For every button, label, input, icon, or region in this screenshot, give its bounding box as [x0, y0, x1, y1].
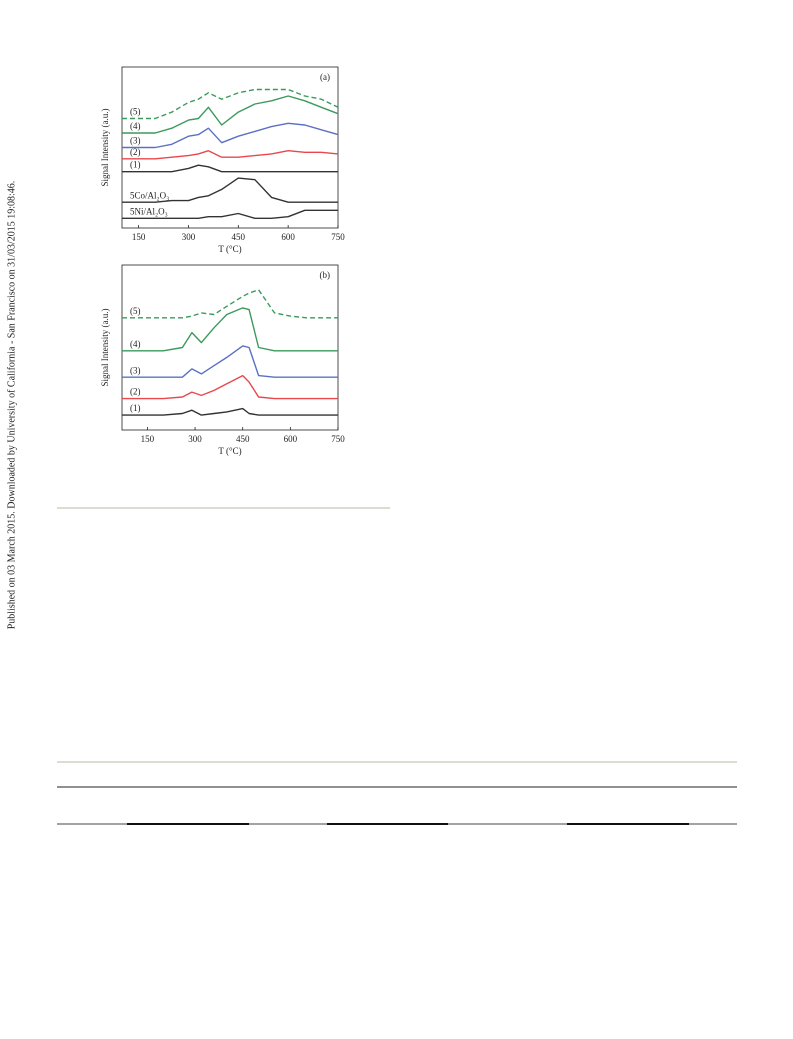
- series-label: (4): [130, 339, 141, 349]
- x-tick-label: 150: [132, 232, 146, 242]
- series-label: 5Co/Al₂O₃: [130, 190, 169, 200]
- x-axis-title: T (°C): [218, 244, 241, 254]
- x-tick-label: 300: [188, 434, 202, 444]
- series-label: (4): [130, 121, 141, 131]
- series-label: (5): [130, 306, 141, 316]
- series-line: [122, 177, 338, 203]
- x-tick-label: 450: [236, 434, 250, 444]
- plot-frame: [121, 264, 339, 431]
- series-label: (3): [130, 365, 141, 375]
- series-label: (2): [130, 387, 141, 397]
- series-label: (1): [130, 403, 141, 413]
- series-label: 5Ni/Al₂O₃: [130, 206, 168, 216]
- series-line: [122, 122, 339, 149]
- series-line: [122, 345, 338, 378]
- x-tick-label: 150: [141, 434, 155, 444]
- series-line: [122, 289, 338, 319]
- series-line: [122, 95, 339, 134]
- x-axis-title: T (°C): [218, 446, 241, 456]
- panel-label: (a): [320, 72, 330, 82]
- x-tick-label: 600: [281, 232, 295, 242]
- series-line: [122, 407, 338, 416]
- x-tick-label: 600: [284, 434, 298, 444]
- x-tick-label: 750: [331, 232, 345, 242]
- series-line: [122, 209, 338, 219]
- panel-label: (b): [320, 270, 331, 280]
- side-note: Published on 03 March 2015. Downloaded b…: [6, 181, 17, 630]
- series-line: [122, 374, 338, 400]
- series-line: [122, 164, 338, 173]
- series-label: (1): [130, 160, 141, 170]
- x-tick-label: 300: [182, 232, 196, 242]
- series-line: [122, 88, 339, 120]
- series-label: (3): [130, 136, 141, 146]
- series-label: (5): [130, 107, 141, 117]
- x-tick-label: 750: [331, 434, 345, 444]
- series-line: [122, 307, 338, 352]
- y-axis-title: Signal Intensity (a.u.): [100, 109, 110, 187]
- x-tick-label: 450: [232, 232, 246, 242]
- series-label: (2): [130, 147, 141, 157]
- y-axis-title: Signal Intensity (a.u.): [100, 309, 110, 387]
- series-line: [122, 150, 339, 160]
